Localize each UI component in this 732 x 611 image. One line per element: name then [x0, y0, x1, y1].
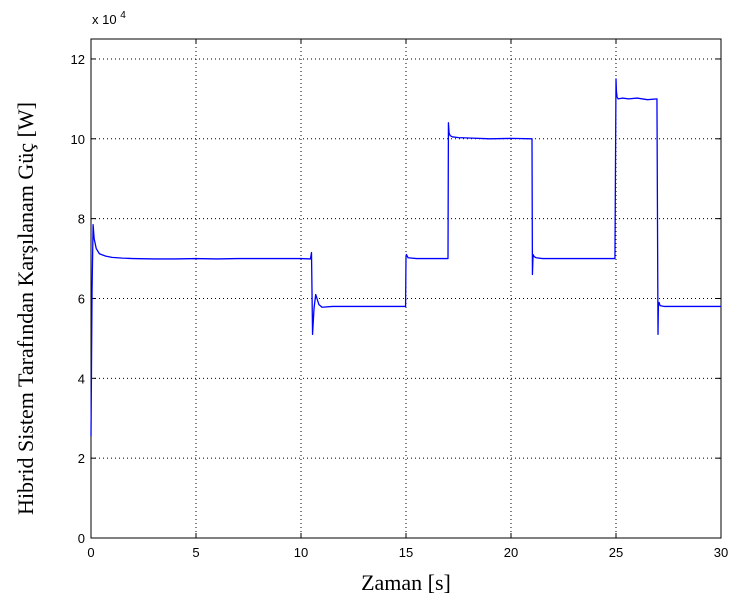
y-multiplier-exponent: 4 [120, 10, 126, 21]
x-tick-label: 5 [192, 545, 199, 560]
y-tick-labels: 0 2 4 6 8 10 12 [71, 52, 85, 546]
y-axis-label: Hibrid Sistem Tarafından Karşılanam Güç … [13, 102, 38, 515]
axis-ticks [90, 39, 722, 539]
y-tick-label: 4 [78, 371, 85, 386]
x-tick-label: 0 [87, 545, 94, 560]
x-tick-labels: 0 5 10 15 20 25 30 [87, 545, 728, 560]
y-tick-label: 2 [78, 451, 85, 466]
y-tick-label: 0 [78, 531, 85, 546]
x-tick-label: 15 [399, 545, 413, 560]
y-tick-label: 10 [71, 132, 85, 147]
y-tick-label: 6 [78, 291, 85, 306]
x-axis-label: Zaman [s] [361, 570, 451, 595]
y-tick-label: 8 [78, 212, 85, 227]
x-tick-label: 20 [504, 545, 518, 560]
x-tick-label: 30 [714, 545, 728, 560]
y-multiplier: x 10 4 [92, 10, 126, 27]
series-line [90, 78, 721, 437]
x-tick-label: 25 [609, 545, 623, 560]
y-multiplier-base: x 10 [92, 12, 117, 27]
x-tick-label: 10 [294, 545, 308, 560]
y-tick-label: 12 [71, 52, 85, 67]
